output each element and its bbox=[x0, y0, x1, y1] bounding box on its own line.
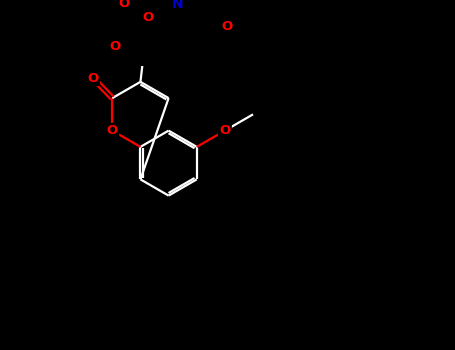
Text: O: O bbox=[142, 11, 153, 24]
Text: O: O bbox=[221, 20, 233, 33]
Text: O: O bbox=[106, 124, 118, 137]
Text: O: O bbox=[110, 40, 121, 53]
Text: O: O bbox=[118, 0, 130, 10]
Text: O: O bbox=[219, 124, 231, 137]
Text: N: N bbox=[172, 0, 183, 12]
Text: O: O bbox=[87, 72, 99, 85]
